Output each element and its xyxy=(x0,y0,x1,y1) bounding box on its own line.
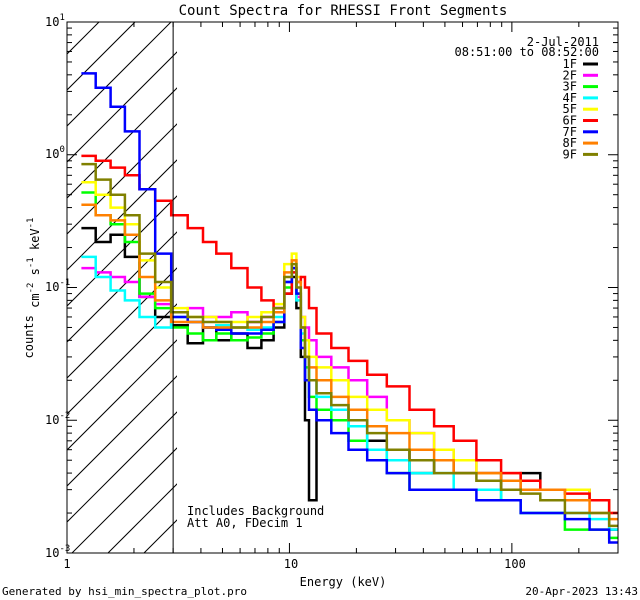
series-9F xyxy=(81,162,618,528)
hatch-line xyxy=(67,51,177,163)
legend-label: 5F xyxy=(563,102,577,116)
y-tick-label: 10-3 xyxy=(45,544,70,560)
hatch-line xyxy=(67,231,177,343)
hatch-line xyxy=(107,483,177,553)
footer-generated-by: Generated by hsi_min_spectra_plot.pro xyxy=(2,585,247,598)
hatch-line xyxy=(0,22,27,553)
chart-title: Count Spectra for RHESSI Front Segments xyxy=(179,3,508,19)
series-3F xyxy=(81,191,618,540)
legend-label: 3F xyxy=(563,80,577,94)
legend-label: 6F xyxy=(563,114,577,128)
series-1F xyxy=(81,226,618,531)
time-range-text: 08:51:00 to 08:52:00 xyxy=(455,45,600,59)
series-6F xyxy=(81,154,618,515)
hatch-line xyxy=(71,447,177,553)
hatch-line xyxy=(67,87,177,199)
x-tick-label: 100 xyxy=(504,557,526,571)
hatched-region xyxy=(0,22,177,553)
legend-label: 7F xyxy=(563,125,577,139)
y-tick-label: 100 xyxy=(45,145,65,161)
legend-label: 4F xyxy=(563,91,577,105)
x-tick-label: 1 xyxy=(63,557,70,571)
x-tick-label: 10 xyxy=(284,557,298,571)
annotation-attenuator: Att A0, FDecim 1 xyxy=(187,516,303,530)
hatch-line xyxy=(67,411,177,523)
x-tick-labels: 1 10 100 xyxy=(63,557,525,571)
legend-label: 8F xyxy=(563,136,577,150)
hatch-line xyxy=(67,375,177,487)
y-tick-labels: 10-3 10-2 10-1 100 101 xyxy=(45,13,70,560)
axis-ticks xyxy=(66,21,619,554)
series-4F xyxy=(81,255,618,531)
y-tick-label: 10-1 xyxy=(45,278,70,294)
series-group xyxy=(81,72,618,544)
date-text: 2-Jul-2011 xyxy=(527,35,599,49)
annotation-background: Includes Background xyxy=(187,504,324,518)
legend-label: 1F xyxy=(563,57,577,71)
series-2F xyxy=(81,266,618,515)
hatch-line xyxy=(67,195,177,307)
hatch-line xyxy=(67,22,172,127)
x-axis-label: Energy (keV) xyxy=(300,575,387,589)
series-5F xyxy=(81,181,618,515)
y-tick-label: 101 xyxy=(45,13,65,29)
y-tick-label: 10-2 xyxy=(45,411,70,427)
footer-timestamp: 20-Apr-2023 13:43 xyxy=(525,585,638,598)
y-axis-label: counts cm-2 s-1 keV-1 xyxy=(22,218,42,359)
legend-label: 2F xyxy=(563,68,577,82)
legend-label: 9F xyxy=(563,147,577,161)
